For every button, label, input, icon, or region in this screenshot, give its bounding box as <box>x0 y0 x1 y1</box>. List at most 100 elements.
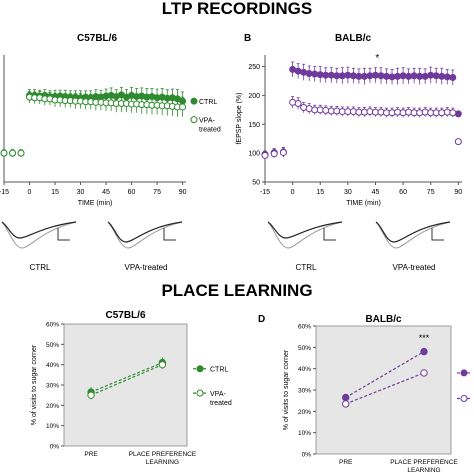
y-tick-label: 10% <box>298 430 311 437</box>
x-tick-label: 30 <box>77 189 85 196</box>
y-tick-label: 60% <box>298 324 311 331</box>
category-label: PLACE PREFERENCE LEARNING <box>390 459 458 474</box>
x-tick-label: 75 <box>153 189 161 196</box>
x-tick-label: 0 <box>291 189 295 196</box>
data-point <box>261 151 269 159</box>
x-axis-label: TIME (min) <box>346 200 381 207</box>
legend-label-part: treated <box>210 400 232 407</box>
y-tick-label: 50% <box>46 342 59 349</box>
data-point <box>449 109 457 117</box>
data-point <box>289 98 297 106</box>
plot-area <box>315 325 452 455</box>
y-axis-label: fEPSP slope (%) <box>236 92 243 144</box>
legend-marker <box>460 395 468 403</box>
trace-0 <box>1 221 77 249</box>
data-point <box>449 74 457 82</box>
ltp-panel-B: BALB/c B -15 0 15 30 45 60 75 90 TIME (min) 50 100 15… <box>236 33 462 207</box>
legend-label: CTRL <box>210 367 228 374</box>
data-point <box>17 149 25 157</box>
y-tick-label: 30% <box>298 388 311 395</box>
scale-bar <box>323 228 336 241</box>
y-tick-label: 0% <box>50 444 60 451</box>
category-label-part: PLACE PREFERENCE <box>390 459 458 466</box>
place-panel-C: C57BL/6 0% 10% 20% 30% 40% 50% 60% % of visits t… <box>31 310 232 466</box>
trace-2 <box>267 221 343 249</box>
legend-marker <box>190 97 198 105</box>
place-panel-D: BALB/c D 0% 10% 20% 30% 40% 50% 60% % of visits t… <box>258 314 471 474</box>
place-learning-heading: PLACE LEARNING <box>161 281 312 300</box>
data-point <box>279 149 287 157</box>
significance-marker: *** <box>419 333 430 343</box>
data-point <box>179 103 187 111</box>
legend-marker <box>196 389 204 397</box>
ltp-heading: LTP RECORDINGS <box>162 0 313 18</box>
y-tick-label: 200 <box>248 93 260 100</box>
category-label: PRE <box>339 459 353 466</box>
y-tick-label: 10% <box>46 423 59 430</box>
x-tick-label: 45 <box>372 189 380 196</box>
data-point <box>342 393 350 402</box>
panel-title: C57BL/6 <box>105 310 145 321</box>
trace-label: VPA-treated <box>393 263 436 272</box>
data-point <box>9 149 17 157</box>
category-label: PLACE PREFERENCE LEARNING <box>129 451 197 466</box>
trace-baseline <box>267 221 343 239</box>
panel-label: D <box>258 314 265 325</box>
data-point <box>300 104 308 112</box>
data-point <box>305 105 313 113</box>
y-tick-label: 50% <box>298 345 311 352</box>
x-tick-label: 0 <box>28 189 32 196</box>
trace-baseline <box>107 221 183 243</box>
x-tick-label: 15 <box>51 189 59 196</box>
y-tick-label: 50 <box>252 180 260 187</box>
scale-bar <box>431 228 444 241</box>
x-tick-label: 60 <box>128 189 136 196</box>
trace-label: CTRL <box>30 263 51 272</box>
category-label-part: LEARNING <box>146 459 179 466</box>
data-point <box>300 68 308 76</box>
series-open <box>0 90 187 157</box>
category-label: PRE <box>84 451 98 458</box>
series-line <box>345 372 425 405</box>
series-open <box>87 360 167 400</box>
panel-title: C57BL/6 <box>77 33 117 44</box>
data-point <box>454 138 462 146</box>
y-tick-label: 150 <box>248 122 260 129</box>
panel-label: B <box>244 33 251 44</box>
category-label-part: LEARNING <box>407 467 440 474</box>
x-tick-label: 15 <box>316 189 324 196</box>
series-filled <box>342 347 428 402</box>
y-axis-label: % of visits to sugar corner <box>31 344 38 425</box>
x-tick-label: -15 <box>0 189 9 196</box>
data-point <box>420 347 428 356</box>
data-point <box>342 400 350 408</box>
data-point <box>294 67 302 75</box>
data-point <box>0 149 8 157</box>
x-tick-label: -15 <box>260 189 270 196</box>
ltp-panel-A: C57BL/6 -15 0 15 30 45 60 75 90 TIME (min) CTRL VPA… <box>0 33 221 207</box>
trace-label: VPA-treated <box>125 263 168 272</box>
y-axis-label: % of visits to sugar corner <box>283 349 290 430</box>
series-line <box>345 351 425 398</box>
y-tick-label: 100 <box>248 151 260 158</box>
trace-baseline <box>1 221 77 239</box>
y-tick-label: 40% <box>46 362 59 369</box>
data-point <box>270 150 278 158</box>
x-tick-label: 30 <box>344 189 352 196</box>
legend-marker <box>196 365 204 373</box>
series-open <box>342 369 428 408</box>
legend-label-part: VPA- <box>210 391 226 398</box>
y-tick-label: 40% <box>298 366 311 373</box>
trace-potentiated <box>375 221 451 249</box>
legend-label: VPA-treated <box>210 391 232 407</box>
series-line <box>90 362 163 393</box>
data-point <box>87 391 95 399</box>
plot-area <box>63 323 188 447</box>
trace-potentiated <box>1 221 77 249</box>
panel-title: BALB/c <box>335 33 372 44</box>
series-line <box>90 364 163 396</box>
trace-baseline <box>375 221 451 243</box>
legend-label-part: VPA- <box>199 118 215 125</box>
legend-marker <box>460 369 468 377</box>
